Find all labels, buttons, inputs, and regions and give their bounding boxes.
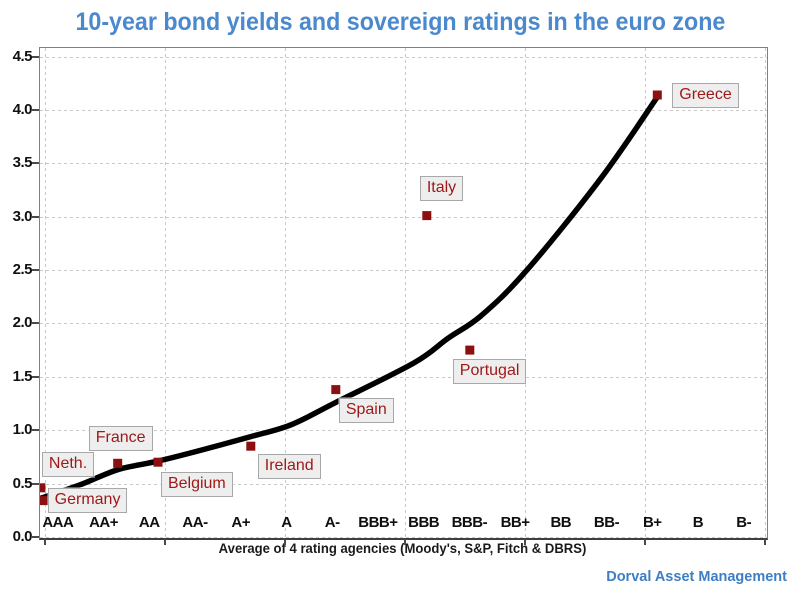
y-tick-mark xyxy=(32,55,39,58)
y-tick-mark xyxy=(32,215,39,218)
country-label: Ireland xyxy=(257,454,321,480)
x-tick-label: BB+ xyxy=(500,514,530,531)
y-tick-mark xyxy=(32,375,39,378)
x-tick-mark xyxy=(524,539,526,545)
data-point-marker xyxy=(40,483,46,493)
y-tick-label: 4.5 xyxy=(12,47,33,65)
x-tick-mark xyxy=(764,539,766,545)
y-tick-label: 1.5 xyxy=(12,367,33,385)
country-label: Belgium xyxy=(160,472,233,498)
x-tick-label: BBB- xyxy=(451,514,488,531)
x-tick-label: B- xyxy=(736,514,752,531)
chart-title: 10-year bond yields and sovereign rating… xyxy=(0,8,801,37)
x-tick-label: AA xyxy=(138,514,160,531)
x-tick-label: A+ xyxy=(231,514,251,531)
y-tick-label: 2.5 xyxy=(12,261,33,279)
y-tick-mark xyxy=(32,162,39,165)
y-tick-label: 2.0 xyxy=(12,314,33,332)
x-tick-label: BB xyxy=(550,514,572,531)
x-tick-mark xyxy=(404,539,406,545)
data-point-marker xyxy=(422,211,432,221)
x-tick-label: A xyxy=(281,514,292,531)
country-label: Spain xyxy=(338,397,394,423)
y-tick-mark xyxy=(32,536,39,538)
chart-title-text: 10-year bond yields and sovereign rating… xyxy=(75,8,726,36)
x-tick-label: B xyxy=(692,514,704,531)
plot-svg xyxy=(40,48,767,538)
y-tick-label: 0.5 xyxy=(12,474,33,492)
x-tick-label: AA+ xyxy=(89,514,119,531)
data-point-marker xyxy=(246,441,256,451)
x-tick-label: B+ xyxy=(642,514,662,531)
y-tick-label: 1.0 xyxy=(12,421,33,439)
x-tick-label: AAA xyxy=(42,514,74,531)
x-tick-label: BB- xyxy=(593,514,620,531)
data-point-marker xyxy=(652,90,662,100)
y-tick-label: 4.0 xyxy=(12,100,33,118)
country-label: France xyxy=(88,426,153,452)
country-label: Greece xyxy=(672,82,739,108)
data-point-marker xyxy=(153,457,163,467)
data-point-marker xyxy=(113,458,123,468)
x-tick-label: AA- xyxy=(182,514,208,531)
x-tick-mark xyxy=(644,539,646,545)
branding-text: Dorval Asset Management xyxy=(606,569,787,585)
data-point-marker xyxy=(331,385,341,395)
country-label: Neth. xyxy=(41,451,95,477)
country-label: Italy xyxy=(419,175,464,201)
country-label: Germany xyxy=(47,487,128,513)
x-tick-label: A- xyxy=(324,514,340,531)
x-tick-label: BBB+ xyxy=(358,514,398,531)
country-label: Portugal xyxy=(452,359,527,385)
plot-area: Neth. Germany France Belgium Ireland Spain Ita… xyxy=(39,47,768,540)
y-tick-mark xyxy=(32,482,39,485)
y-tick-mark xyxy=(32,429,39,432)
x-tick-mark xyxy=(164,539,166,545)
x-axis-title: Average of 4 rating agencies (Moody's, S… xyxy=(39,541,766,556)
x-tick-mark xyxy=(44,539,46,545)
x-tick-label: BBB xyxy=(408,514,440,531)
y-tick-label: 3.5 xyxy=(12,154,33,172)
y-tick-label: 0.0 xyxy=(12,528,33,545)
y-tick-mark xyxy=(32,269,39,272)
y-tick-mark xyxy=(32,322,39,325)
data-point-marker xyxy=(465,345,475,355)
x-tick-mark xyxy=(284,539,286,545)
data-point-marker xyxy=(40,496,49,506)
y-tick-mark xyxy=(32,108,39,111)
y-tick-label: 3.0 xyxy=(12,207,33,225)
x-axis-title-text: Average of 4 rating agencies (Moody's, S… xyxy=(218,541,587,556)
trend-line xyxy=(40,94,661,502)
